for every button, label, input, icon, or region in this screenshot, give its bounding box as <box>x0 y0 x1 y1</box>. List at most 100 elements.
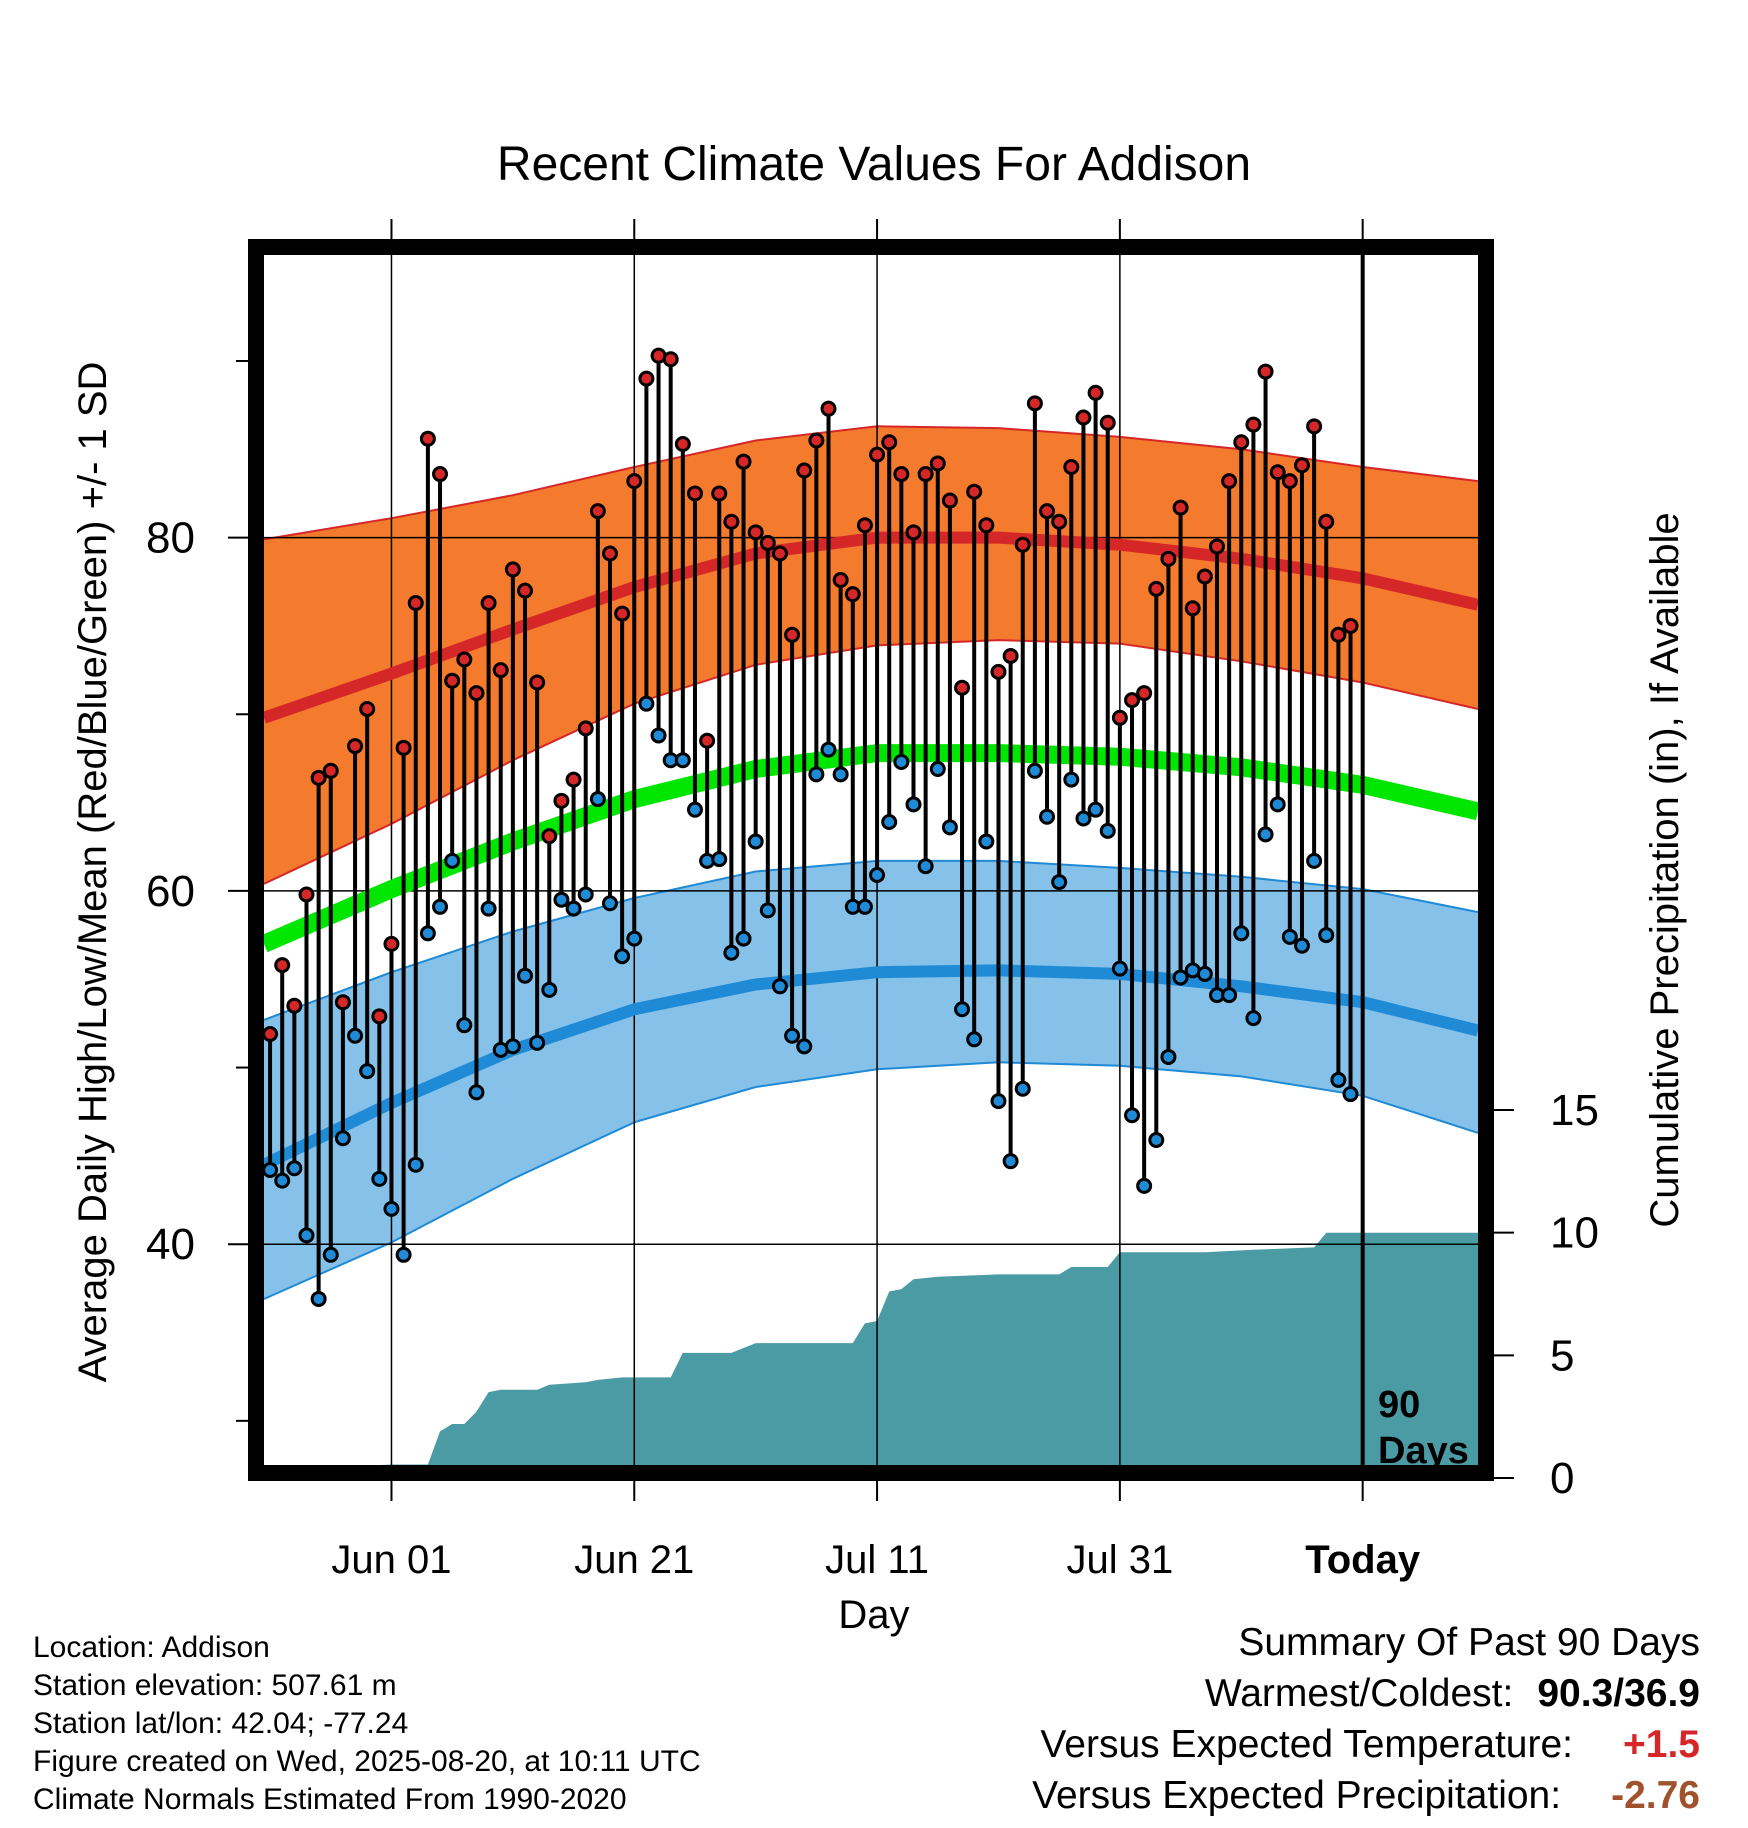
daily-high-point <box>589 503 606 520</box>
daily-high-point <box>517 582 534 599</box>
daily-high-point <box>553 792 570 809</box>
daily-high-point <box>1196 568 1213 585</box>
daily-high-point <box>905 524 922 541</box>
daily-high-point <box>1342 617 1359 634</box>
x-tick-label: Jul 31 <box>1066 1538 1173 1582</box>
daily-high-point <box>262 1025 279 1042</box>
daily-high-point <box>686 485 703 502</box>
daily-high-point <box>601 545 618 562</box>
daily-high-point <box>893 466 910 483</box>
daily-high-point <box>1172 499 1189 516</box>
y2-tick-label: 15 <box>1550 1086 1599 1135</box>
daily-high-point <box>954 679 971 696</box>
daily-high-point <box>1075 409 1092 426</box>
daily-high-point <box>844 586 861 603</box>
daily-high-point <box>1160 550 1177 567</box>
daily-high-point <box>1245 416 1262 433</box>
daily-low-point <box>796 1038 813 1055</box>
daily-high-point <box>820 400 837 417</box>
y-tick-label: 40 <box>146 1220 195 1269</box>
summary-precip-row: Versus Expected Precipitation: -2.76 <box>1032 1770 1700 1821</box>
chart-title: Recent Climate Values For Addison <box>497 138 1251 191</box>
daily-low-point <box>347 1027 364 1044</box>
precip-area-fill <box>264 1232 1478 1478</box>
x-tick-label: Jun 01 <box>331 1538 451 1582</box>
plot-border <box>248 239 1494 1481</box>
daily-high-point <box>310 769 327 786</box>
daily-low-point <box>735 930 752 947</box>
daily-low-point <box>723 944 740 961</box>
daily-low-point <box>274 1172 291 1189</box>
daily-high-point <box>929 455 946 472</box>
daily-high-point <box>1269 464 1286 481</box>
daily-high-point <box>577 720 594 737</box>
daily-low-point <box>262 1162 279 1179</box>
daily-low-point <box>529 1034 546 1051</box>
daily-low-point <box>371 1170 388 1187</box>
daily-high-point <box>784 626 801 643</box>
daily-high-point <box>529 674 546 691</box>
daily-low-point <box>1026 762 1043 779</box>
daily-low-point <box>820 741 837 758</box>
daily-high-point <box>869 446 886 463</box>
x-tick-label: Today <box>1305 1538 1421 1582</box>
daily-low-point <box>626 930 643 947</box>
daily-low-point <box>832 766 849 783</box>
daily-low-point <box>784 1027 801 1044</box>
daily-high-point <box>395 739 412 756</box>
plot-frame <box>248 239 1494 1481</box>
daily-low-point <box>1087 801 1104 818</box>
daily-low-point <box>759 902 776 919</box>
daily-points <box>262 347 1359 1307</box>
daily-low-point <box>565 900 582 917</box>
daily-low-point <box>407 1156 424 1173</box>
daily-low-point <box>990 1093 1007 1110</box>
daily-high-point <box>1148 580 1165 597</box>
station-info: Location: Addison Station elevation: 507… <box>33 1629 701 1819</box>
daily-high-point <box>456 651 473 668</box>
daily-high-point <box>711 485 728 502</box>
daily-high-point <box>541 828 558 845</box>
daily-low-point <box>310 1290 327 1307</box>
daily-high-point <box>334 994 351 1011</box>
daily-high-point <box>1124 692 1141 709</box>
daily-high-point <box>468 685 485 702</box>
daily-high-point <box>1281 473 1298 490</box>
daily-low-point <box>577 886 594 903</box>
daily-low-point <box>286 1160 303 1177</box>
daily-high-point <box>359 700 376 717</box>
daily-low-point <box>978 833 995 850</box>
daily-low-point <box>941 819 958 836</box>
summary-temp-row: Versus Expected Temperature: +1.5 <box>1032 1719 1700 1770</box>
daily-low-point <box>1281 928 1298 945</box>
daily-high-point <box>808 432 825 449</box>
y2-tick-label: 10 <box>1550 1209 1599 1258</box>
daily-low-point <box>1221 987 1238 1004</box>
created-text: Figure created on Wed, 2025-08-20, at 10… <box>33 1745 701 1778</box>
daily-high-point <box>274 957 291 974</box>
daily-low-point <box>650 727 667 744</box>
daily-low-point <box>1172 969 1189 986</box>
y2-tick-label: 5 <box>1550 1331 1574 1380</box>
daily-low-point <box>771 978 788 995</box>
daily-high-point <box>626 473 643 490</box>
warmest-value: 90.3/36.9 <box>1537 1672 1700 1715</box>
daily-high-point <box>990 663 1007 680</box>
y2-axis-label: Cumulative Precipitation (in), If Availa… <box>1643 512 1687 1227</box>
daily-low-point <box>419 925 436 942</box>
daily-low-point <box>504 1038 521 1055</box>
daily-high-point <box>492 662 509 679</box>
daily-low-point <box>905 796 922 813</box>
daily-high-point <box>1318 513 1335 530</box>
daily-high-point <box>1026 395 1043 412</box>
daily-low-point <box>359 1063 376 1080</box>
daily-low-point <box>432 898 449 915</box>
daily-high-point <box>662 351 679 368</box>
daily-low-point <box>1136 1177 1153 1194</box>
daily-high-point <box>747 524 764 541</box>
daily-high-point <box>322 762 339 779</box>
daily-high-point <box>286 997 303 1014</box>
daily-low-point <box>917 858 934 875</box>
daily-low-point <box>686 801 703 818</box>
daily-low-point <box>1293 937 1310 954</box>
